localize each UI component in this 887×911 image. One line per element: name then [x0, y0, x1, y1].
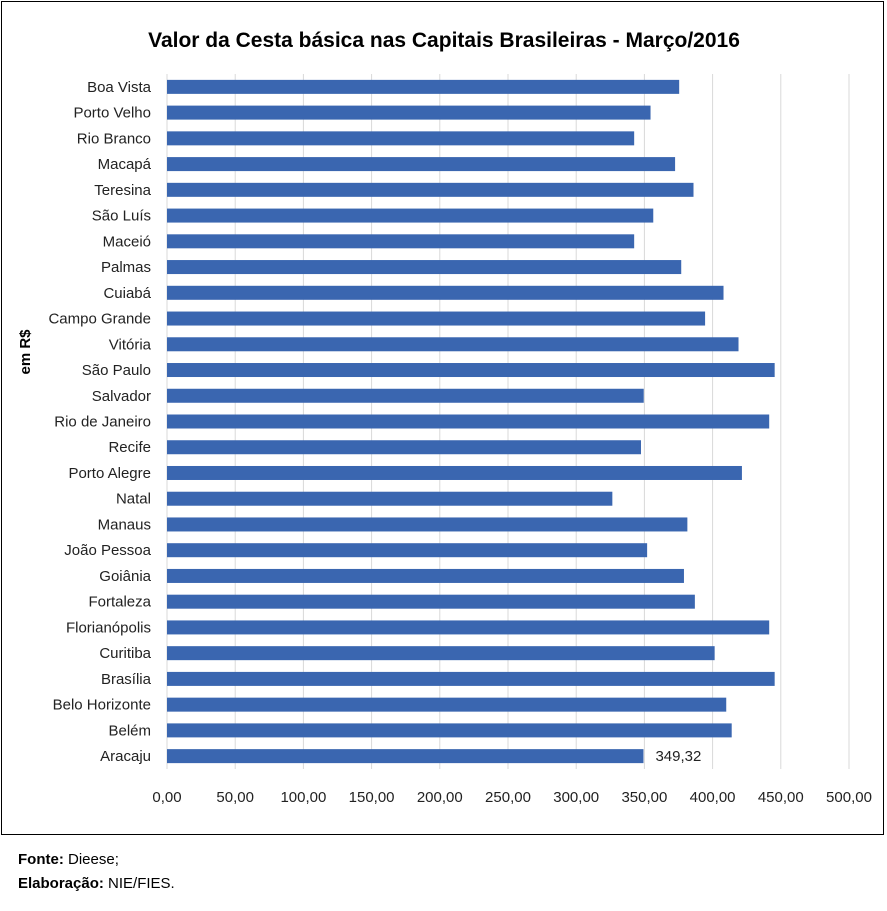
data-labels: 349,32: [655, 748, 701, 765]
bar: [167, 414, 770, 429]
bar: [167, 285, 724, 300]
data-label: 349,32: [655, 748, 701, 765]
x-tick-label: 0,00: [152, 789, 181, 806]
category-label: São Paulo: [82, 362, 151, 379]
x-tick-label: 150,00: [349, 789, 395, 806]
category-label: João Pessoa: [64, 542, 151, 559]
category-label: Natal: [116, 491, 151, 508]
category-label: Teresina: [94, 182, 151, 199]
category-label: Goiânia: [99, 568, 151, 585]
category-label: Boa Vista: [87, 79, 152, 96]
category-label: Recife: [108, 439, 151, 456]
x-tick-label: 500,00: [826, 789, 872, 806]
footer: Fonte: Dieese; Elaboração: NIE/FIES.: [18, 848, 175, 896]
bar: [167, 723, 732, 738]
bar: [167, 440, 641, 455]
bar: [167, 620, 770, 635]
category-label: Campo Grande: [48, 311, 151, 328]
bar: [167, 388, 644, 403]
category-label: Vitória: [109, 336, 152, 353]
category-label: São Luís: [92, 208, 151, 225]
category-label: Aracaju: [100, 748, 151, 765]
x-tick-label: 200,00: [417, 789, 463, 806]
category-label: Fortaleza: [88, 594, 151, 611]
chart-frame: Valor da Cesta básica nas Capitais Brasi…: [1, 1, 884, 835]
category-label: Cuiabá: [103, 285, 151, 302]
x-tick-label: 250,00: [485, 789, 531, 806]
bar: [167, 157, 676, 172]
bar: [167, 79, 680, 94]
bar: [167, 311, 706, 326]
category-label: Palmas: [101, 259, 151, 276]
bar: [167, 182, 694, 197]
bar: [167, 594, 695, 609]
x-tick-label: 400,00: [690, 789, 736, 806]
bar: [167, 105, 651, 120]
x-tick-label: 50,00: [216, 789, 254, 806]
bar: [167, 363, 775, 378]
bar: [167, 749, 644, 764]
bar-chart: Valor da Cesta básica nas Capitais Brasi…: [17, 29, 872, 806]
credit-line: Elaboração: NIE/FIES.: [18, 872, 175, 896]
chart-title: Valor da Cesta básica nas Capitais Brasi…: [148, 29, 740, 52]
x-tick-label: 350,00: [621, 789, 667, 806]
y-axis-label: em R$: [17, 329, 34, 375]
bar: [167, 337, 739, 352]
category-label: Florianópolis: [66, 619, 151, 636]
bar: [167, 465, 742, 480]
bar: [167, 234, 635, 249]
category-label: Brasília: [101, 671, 152, 688]
source-value: Dieese;: [68, 851, 119, 868]
category-labels: Boa Vista Porto Velho Rio Branco Macapá Tere…: [48, 79, 151, 765]
category-label: Rio Branco: [77, 130, 151, 147]
bar: [167, 208, 654, 223]
bar: [167, 646, 715, 661]
bar: [167, 491, 613, 506]
bar: [167, 131, 635, 146]
x-tick-label: 100,00: [280, 789, 326, 806]
category-label: Porto Velho: [73, 105, 151, 122]
bar: [167, 697, 727, 712]
credit-value: NIE/FIES.: [108, 875, 175, 892]
category-label: Maceió: [103, 233, 151, 250]
bar: [167, 568, 684, 583]
x-tick-label: 450,00: [758, 789, 804, 806]
credit-label: Elaboração:: [18, 875, 104, 892]
category-label: Porto Alegre: [68, 465, 151, 482]
category-label: Curitiba: [99, 645, 151, 662]
source-label: Fonte:: [18, 851, 64, 868]
category-label: Rio de Janeiro: [54, 414, 151, 431]
x-tick-labels: 0,00 50,00 100,00 150,00 200,00 250,00 300,00 3…: [152, 789, 872, 806]
category-label: Salvador: [92, 388, 151, 405]
bar: [167, 260, 682, 275]
category-label: Manaus: [98, 516, 151, 533]
bar: [167, 517, 688, 532]
category-label: Macapá: [98, 156, 152, 173]
source-line: Fonte: Dieese;: [18, 848, 175, 872]
category-label: Belo Horizonte: [53, 697, 151, 714]
category-label: Belém: [108, 722, 151, 739]
bars: [167, 79, 775, 764]
bar: [167, 671, 775, 686]
x-tick-label: 300,00: [553, 789, 599, 806]
bar: [167, 543, 648, 558]
